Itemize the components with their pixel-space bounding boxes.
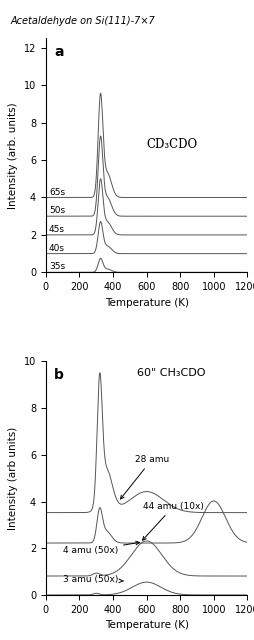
Text: Acetaldehyde on Si(111)-7×7: Acetaldehyde on Si(111)-7×7 [10,16,154,26]
Text: b: b [54,368,64,382]
Text: 28 amu: 28 amu [120,455,168,499]
Text: 4 amu (50x): 4 amu (50x) [62,541,139,555]
Text: 65s: 65s [49,188,65,196]
X-axis label: Temperature (K): Temperature (K) [104,620,188,630]
X-axis label: Temperature (K): Temperature (K) [104,298,188,308]
Text: CD₃CDO: CD₃CDO [146,138,197,150]
Text: 50s: 50s [49,206,65,215]
Text: 60" CH₃CDO: 60" CH₃CDO [136,368,204,378]
Text: 44 amu (10x): 44 amu (10x) [142,502,203,540]
Y-axis label: Intensity (arb units): Intensity (arb units) [8,427,18,530]
Y-axis label: Intensity (arb. units): Intensity (arb. units) [8,102,18,209]
Text: 35s: 35s [49,262,65,271]
Text: a: a [54,45,63,60]
Text: 45s: 45s [49,225,65,234]
Text: 40s: 40s [49,244,65,253]
Text: 3 amu (50x): 3 amu (50x) [62,575,123,584]
